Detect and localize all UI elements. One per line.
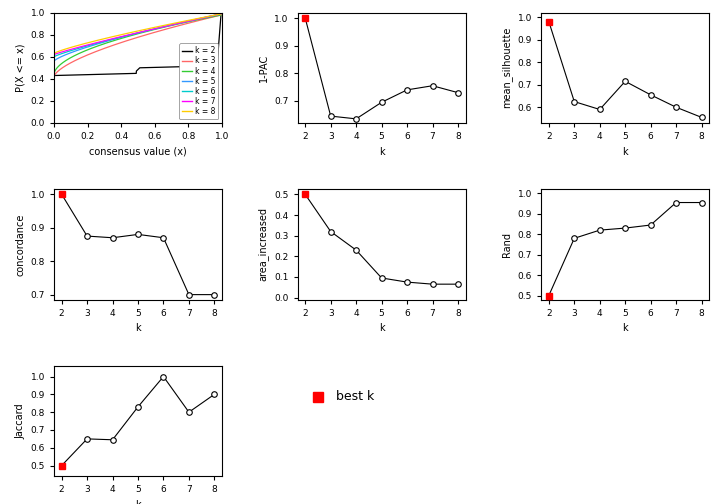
Text: best k: best k <box>336 390 374 403</box>
Y-axis label: P(X <= x): P(X <= x) <box>15 43 25 92</box>
X-axis label: k: k <box>135 323 141 333</box>
X-axis label: k: k <box>379 323 384 333</box>
X-axis label: k: k <box>379 147 384 157</box>
X-axis label: consensus value (x): consensus value (x) <box>89 147 187 157</box>
Y-axis label: 1-PAC: 1-PAC <box>258 53 269 82</box>
Y-axis label: mean_silhouette: mean_silhouette <box>501 27 512 108</box>
Y-axis label: concordance: concordance <box>15 213 25 276</box>
X-axis label: k: k <box>135 500 141 504</box>
Y-axis label: Jaccard: Jaccard <box>15 403 25 439</box>
Legend: k = 2, k = 3, k = 4, k = 5, k = 6, k = 7, k = 8: k = 2, k = 3, k = 4, k = 5, k = 6, k = 7… <box>179 43 218 119</box>
Y-axis label: Rand: Rand <box>503 232 512 257</box>
X-axis label: k: k <box>622 147 628 157</box>
Y-axis label: area_increased: area_increased <box>258 208 269 281</box>
X-axis label: k: k <box>622 323 628 333</box>
